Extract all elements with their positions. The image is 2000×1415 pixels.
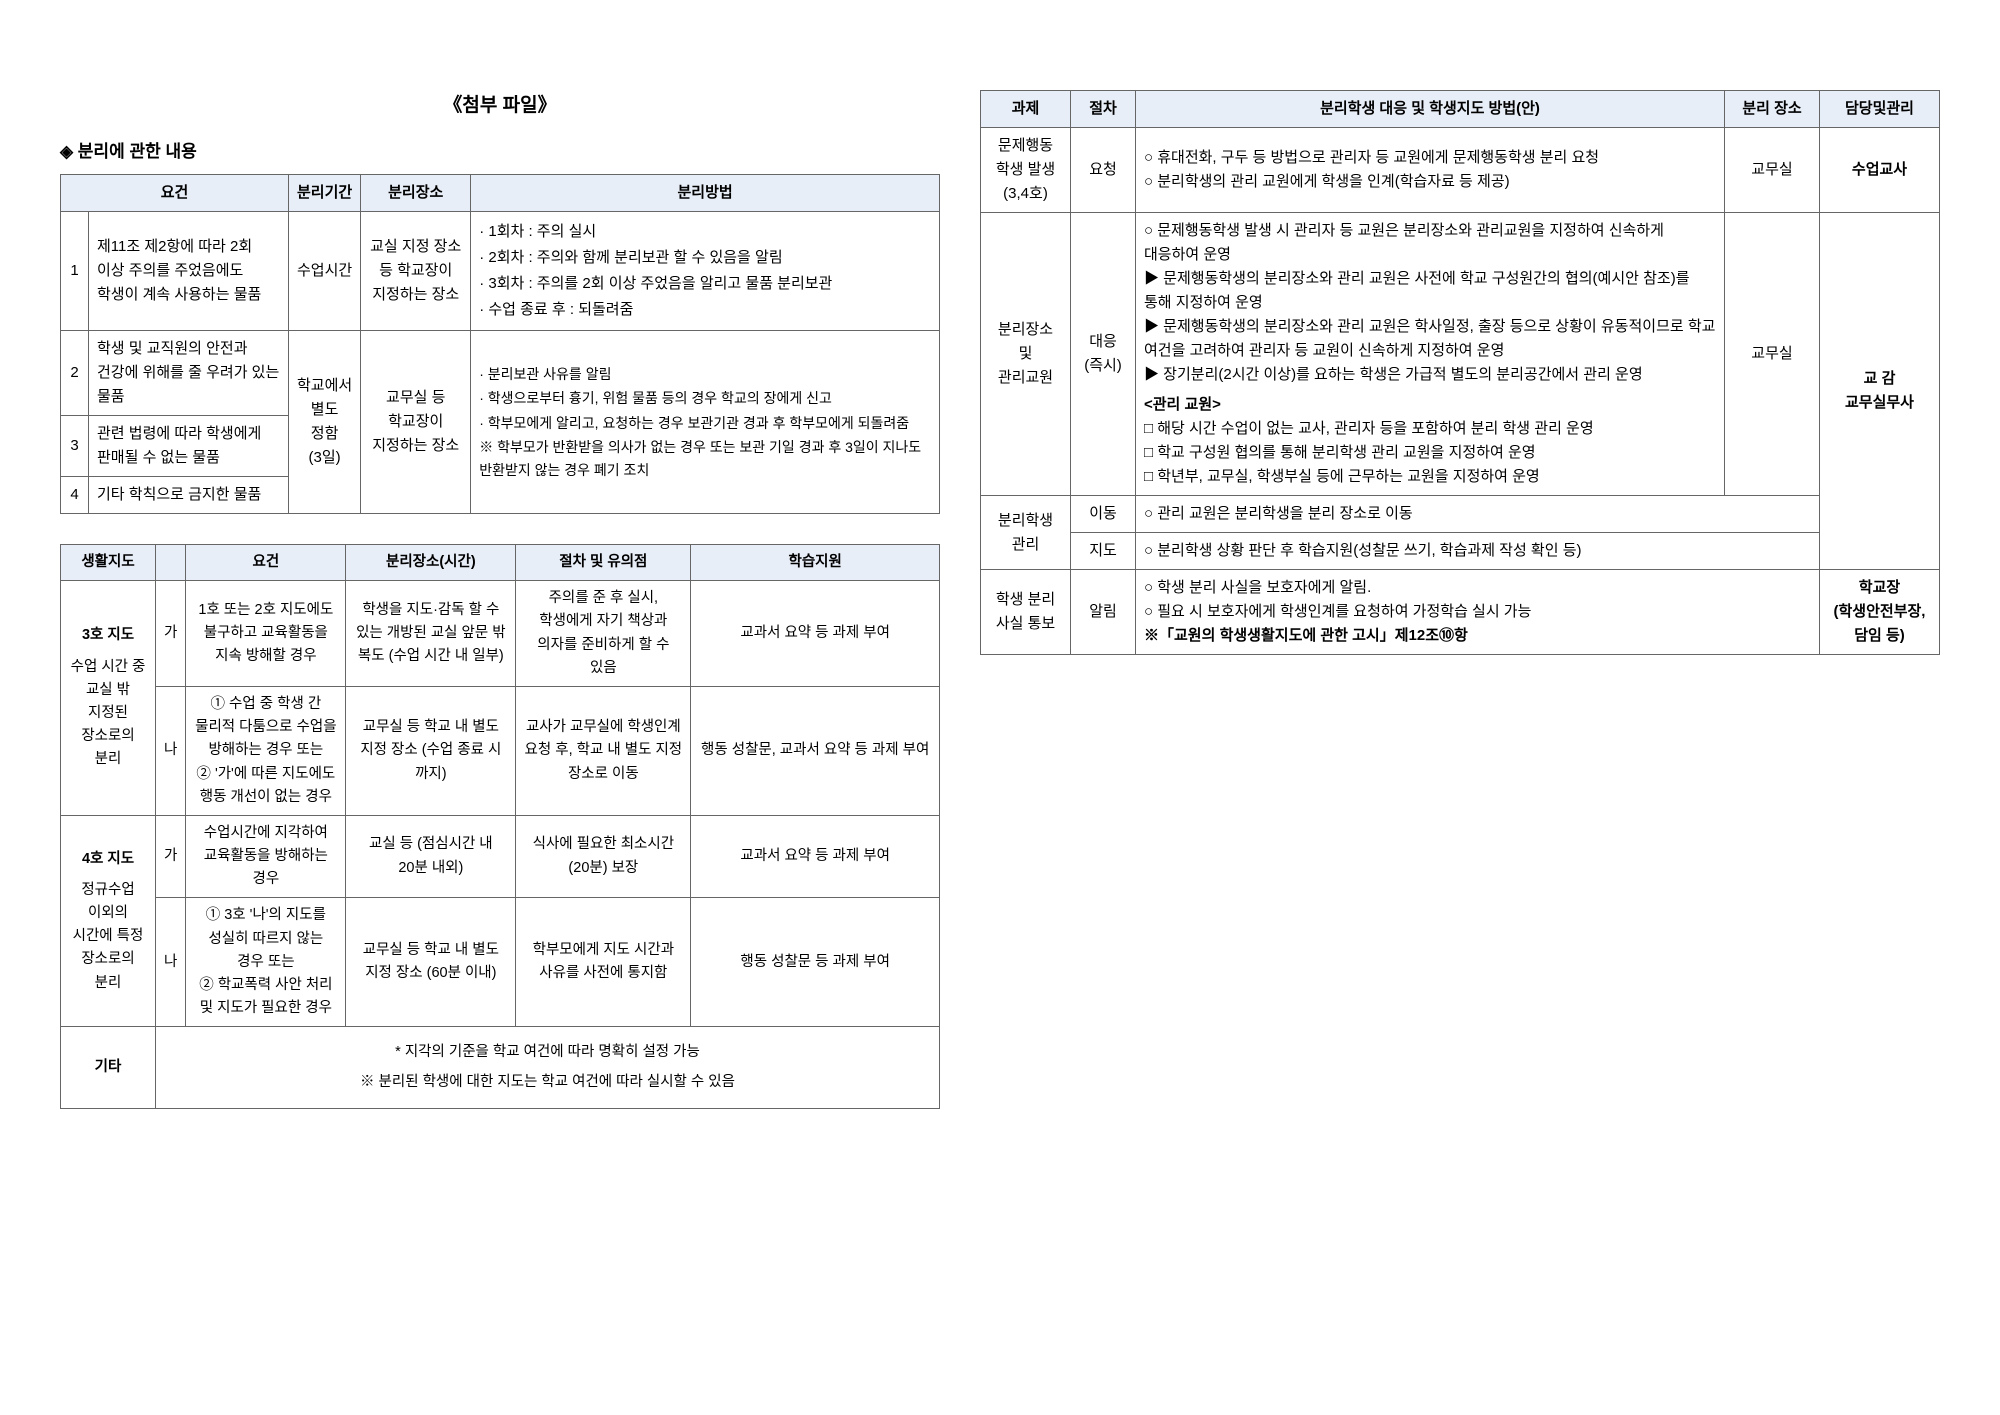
right-page: 과제 절차 분리학생 대응 및 학생지도 방법(안) 분리 장소 담당및관리 문… xyxy=(980,90,1940,1375)
col-method: 분리방법 xyxy=(471,175,940,212)
row-place-shared: 교무실 등 학교장이 지정하는 장소 xyxy=(361,331,471,514)
row-method: · 1회차 : 주의 실시 · 2회차 : 주의와 함께 분리보관 할 수 있음… xyxy=(471,212,940,331)
col-place: 분리장소 xyxy=(361,175,471,212)
group4-title: 4호 지도 정규수업 이외의 시간에 특정 장소로의 분리 xyxy=(61,815,156,1027)
row-place: 교무실 등 학교 내 별도 지정 장소 (수업 종료 시 까지) xyxy=(346,686,516,815)
manager: 학교장 (학생안전부장, 담임 등) xyxy=(1820,570,1940,655)
group3-title: 3호 지도 수업 시간 중 교실 밖 지정된 장소로의 분리 xyxy=(61,581,156,816)
table-row: 문제행동 학생 발생 (3,4호) 요청 ○ 휴대전화, 구두 등 방법으로 관… xyxy=(981,128,1940,213)
place: 교무실 xyxy=(1725,128,1820,213)
table-row: 2 학생 및 교직원의 안전과 건강에 위해를 줄 우려가 있는 물품 학교에서… xyxy=(61,331,940,416)
table-row-footer: 기타 * 지각의 기준을 학교 여건에 따라 명확히 설정 가능 ※ 분리된 학… xyxy=(61,1027,940,1108)
col-period: 분리기간 xyxy=(289,175,361,212)
table-row: 1 제11조 제2항에 따라 2회 이상 주의를 주었음에도 학생이 계속 사용… xyxy=(61,212,940,331)
row-req: ① 3호 '나'의 지도를 성실히 따르지 않는 경우 또는 ② 학교폭력 사안… xyxy=(186,898,346,1027)
row-req: 관련 법령에 따라 학생에게 판매될 수 없는 물품 xyxy=(89,416,289,477)
col-desc: 분리학생 대응 및 학생지도 방법(안) xyxy=(1136,91,1725,128)
footer-note: * 지각의 기준을 학교 여건에 따라 명확히 설정 가능 ※ 분리된 학생에 … xyxy=(156,1027,940,1108)
col-support: 학습지원 xyxy=(691,545,940,581)
desc: ○ 휴대전화, 구두 등 방법으로 관리자 등 교원에게 문제행동학생 분리 요… xyxy=(1136,128,1725,213)
task: 학생 분리 사실 통보 xyxy=(981,570,1071,655)
row-req: 기타 학칙으로 금지한 물품 xyxy=(89,477,289,514)
row-support: 교과서 요약 등 과제 부여 xyxy=(691,581,940,687)
row-method-shared: · 분리보관 사유를 알림 · 학생으로부터 흉기, 위험 물품 등의 경우 학… xyxy=(471,331,940,514)
task: 분리학생 관리 xyxy=(981,496,1071,570)
table-separation-items: 요건 분리기간 분리장소 분리방법 1 제11조 제2항에 따라 2회 이상 주… xyxy=(60,174,940,514)
desc: ○ 관리 교원은 분리학생을 분리 장소로 이동 xyxy=(1136,496,1820,533)
row-place: 교무실 등 학교 내 별도 지정 장소 (60분 이내) xyxy=(346,898,516,1027)
step: 지도 xyxy=(1071,533,1136,570)
col-place: 분리 장소 xyxy=(1725,91,1820,128)
task: 문제행동 학생 발생 (3,4호) xyxy=(981,128,1071,213)
table-header-row: 요건 분리기간 분리장소 분리방법 xyxy=(61,175,940,212)
row-req: 1호 또는 2호 지도에도 불구하고 교육활동을 지속 방해할 경우 xyxy=(186,581,346,687)
row-proc: 학부모에게 지도 시간과 사유를 사전에 통지함 xyxy=(516,898,691,1027)
method-lines: · 1회차 : 주의 실시 · 2회차 : 주의와 함께 분리보관 할 수 있음… xyxy=(479,220,931,322)
col-place: 분리장소(시간) xyxy=(346,545,516,581)
sub-mark: 가 xyxy=(156,581,186,687)
desc: ○ 문제행동학생 발생 시 관리자 등 교원은 분리장소와 관리교원을 지정하여… xyxy=(1136,213,1725,496)
row-num: 2 xyxy=(61,331,89,416)
method-lines: · 분리보관 사유를 알림 · 학생으로부터 흉기, 위험 물품 등의 경우 학… xyxy=(479,363,931,481)
table-row: 분리학생 관리 이동 ○ 관리 교원은 분리학생을 분리 장소로 이동 xyxy=(981,496,1940,533)
col-req: 요건 xyxy=(186,545,346,581)
table-header-row: 생활지도 요건 분리장소(시간) 절차 및 유의점 학습지원 xyxy=(61,545,940,581)
sub-mark: 나 xyxy=(156,898,186,1027)
row-proc: 식사에 필요한 최소시간(20분) 보장 xyxy=(516,815,691,898)
row-period: 수업시간 xyxy=(289,212,361,331)
sub-mark: 가 xyxy=(156,815,186,898)
col-proc: 절차 및 유의점 xyxy=(516,545,691,581)
doc-title: 《첨부 파일》 xyxy=(60,90,940,117)
row-req: 제11조 제2항에 따라 2회 이상 주의를 주었음에도 학생이 계속 사용하는… xyxy=(89,212,289,331)
section-title: ◈ 분리에 관한 내용 xyxy=(60,137,940,162)
row-place: 교실 등 (점심시간 내 20분 내외) xyxy=(346,815,516,898)
col-task: 과제 xyxy=(981,91,1071,128)
manager: 교 감 교무실무사 xyxy=(1820,213,1940,570)
col-requirement: 요건 xyxy=(61,175,289,212)
row-num: 3 xyxy=(61,416,89,477)
step: 이동 xyxy=(1071,496,1136,533)
footer-label: 기타 xyxy=(61,1027,156,1108)
left-page: 《첨부 파일》 ◈ 분리에 관한 내용 요건 분리기간 분리장소 분리방법 1 … xyxy=(60,90,940,1375)
table-row: 분리장소 및 관리교원 대응 (즉시) ○ 문제행동학생 발생 시 관리자 등 … xyxy=(981,213,1940,496)
col-step: 절차 xyxy=(1071,91,1136,128)
table-row: 3호 지도 수업 시간 중 교실 밖 지정된 장소로의 분리 가 1호 또는 2… xyxy=(61,581,940,687)
row-num: 4 xyxy=(61,477,89,514)
table-header-row: 과제 절차 분리학생 대응 및 학생지도 방법(안) 분리 장소 담당및관리 xyxy=(981,91,1940,128)
manager: 수업교사 xyxy=(1820,128,1940,213)
row-num: 1 xyxy=(61,212,89,331)
table-response-plan: 과제 절차 분리학생 대응 및 학생지도 방법(안) 분리 장소 담당및관리 문… xyxy=(980,90,1940,655)
row-proc: 주의를 준 후 실시, 학생에게 자기 책상과 의자를 준비하게 할 수 있음 xyxy=(516,581,691,687)
row-support: 행동 성찰문, 교과서 요약 등 과제 부여 xyxy=(691,686,940,815)
sub-mark: 나 xyxy=(156,686,186,815)
row-place: 교실 지정 장소 등 학교장이 지정하는 장소 xyxy=(361,212,471,331)
col-sub xyxy=(156,545,186,581)
row-support: 교과서 요약 등 과제 부여 xyxy=(691,815,940,898)
desc: ○ 학생 분리 사실을 보호자에게 알림. ○ 필요 시 보호자에게 학생인계를… xyxy=(1136,570,1820,655)
desc: ○ 분리학생 상황 판단 후 학습지원(성찰문 쓰기, 학습과제 작성 확인 등… xyxy=(1136,533,1820,570)
step: 알림 xyxy=(1071,570,1136,655)
table-row: 나 ① 3호 '나'의 지도를 성실히 따르지 않는 경우 또는 ② 학교폭력 … xyxy=(61,898,940,1027)
row-proc: 교사가 교무실에 학생인계 요청 후, 학교 내 별도 지정 장소로 이동 xyxy=(516,686,691,815)
table-guidance: 생활지도 요건 분리장소(시간) 절차 및 유의점 학습지원 3호 지도 수업 … xyxy=(60,544,940,1109)
table-row: 4호 지도 정규수업 이외의 시간에 특정 장소로의 분리 가 수업시간에 지각… xyxy=(61,815,940,898)
place: 교무실 xyxy=(1725,213,1820,496)
row-support: 행동 성찰문 등 과제 부여 xyxy=(691,898,940,1027)
table-row: 나 ① 수업 중 학생 간 물리적 다툼으로 수업을 방해하는 경우 또는 ② … xyxy=(61,686,940,815)
col-guidance: 생활지도 xyxy=(61,545,156,581)
row-place: 학생을 지도·감독 할 수 있는 개방된 교실 앞문 밖 복도 (수업 시간 내… xyxy=(346,581,516,687)
row-period-shared: 학교에서 별도 정함 (3일) xyxy=(289,331,361,514)
row-req: ① 수업 중 학생 간 물리적 다툼으로 수업을 방해하는 경우 또는 ② '가… xyxy=(186,686,346,815)
row-req: 수업시간에 지각하여 교육활동을 방해하는 경우 xyxy=(186,815,346,898)
col-manager: 담당및관리 xyxy=(1820,91,1940,128)
table-row: 지도 ○ 분리학생 상황 판단 후 학습지원(성찰문 쓰기, 학습과제 작성 확… xyxy=(981,533,1940,570)
task: 분리장소 및 관리교원 xyxy=(981,213,1071,496)
table-row: 학생 분리 사실 통보 알림 ○ 학생 분리 사실을 보호자에게 알림. ○ 필… xyxy=(981,570,1940,655)
step: 요청 xyxy=(1071,128,1136,213)
step: 대응 (즉시) xyxy=(1071,213,1136,496)
row-req: 학생 및 교직원의 안전과 건강에 위해를 줄 우려가 있는 물품 xyxy=(89,331,289,416)
